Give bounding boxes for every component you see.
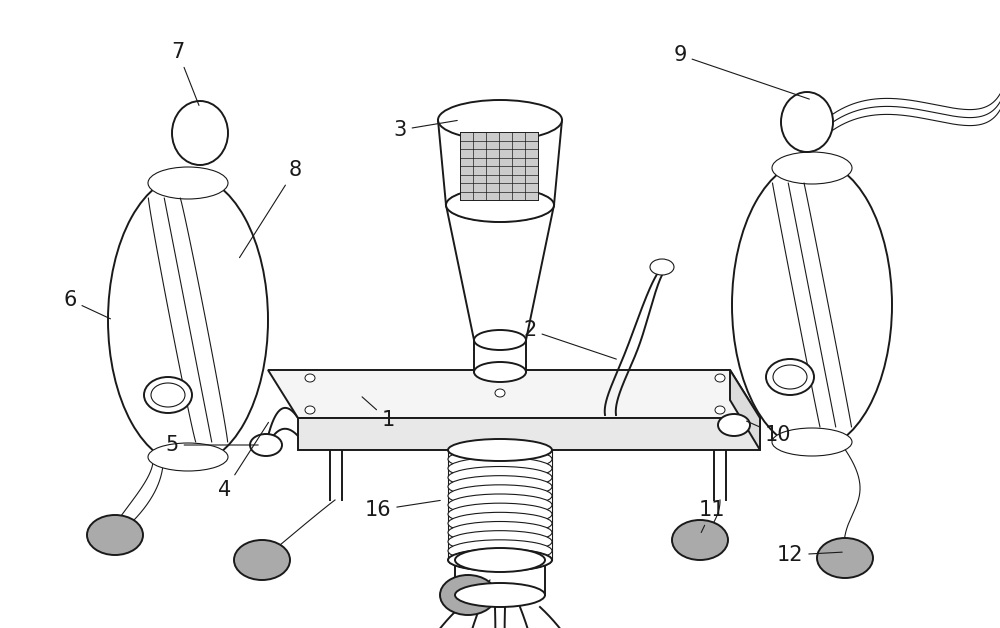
Ellipse shape (446, 188, 554, 222)
Text: 7: 7 (171, 42, 199, 106)
Text: 12: 12 (777, 545, 842, 565)
Ellipse shape (151, 383, 185, 407)
Ellipse shape (108, 175, 268, 465)
Ellipse shape (440, 575, 496, 615)
Text: 4: 4 (218, 423, 268, 500)
Ellipse shape (718, 414, 750, 436)
Text: 11: 11 (699, 500, 725, 533)
Text: 13: 13 (0, 627, 1, 628)
Ellipse shape (772, 428, 852, 456)
Text: 15: 15 (0, 627, 1, 628)
Text: 3: 3 (393, 120, 457, 140)
Ellipse shape (448, 494, 552, 516)
Polygon shape (298, 418, 760, 450)
Ellipse shape (672, 520, 728, 560)
Ellipse shape (250, 434, 282, 456)
Ellipse shape (144, 377, 192, 413)
Polygon shape (268, 370, 760, 418)
Ellipse shape (772, 152, 852, 184)
Polygon shape (446, 205, 554, 340)
Ellipse shape (448, 475, 552, 497)
Ellipse shape (766, 359, 814, 395)
Ellipse shape (474, 330, 526, 350)
Ellipse shape (715, 406, 725, 414)
Ellipse shape (438, 100, 562, 140)
Ellipse shape (817, 538, 873, 578)
Text: 16: 16 (365, 500, 440, 520)
Ellipse shape (732, 160, 892, 450)
Ellipse shape (715, 374, 725, 382)
Text: 5: 5 (165, 435, 258, 455)
Ellipse shape (495, 389, 505, 397)
Ellipse shape (474, 362, 526, 382)
Text: 9: 9 (673, 45, 809, 99)
Text: 6: 6 (63, 290, 110, 319)
Ellipse shape (305, 406, 315, 414)
Ellipse shape (448, 457, 552, 479)
Ellipse shape (148, 443, 228, 471)
Ellipse shape (305, 374, 315, 382)
Polygon shape (460, 132, 538, 200)
Ellipse shape (448, 448, 552, 470)
Ellipse shape (448, 540, 552, 562)
Ellipse shape (172, 101, 228, 165)
Ellipse shape (234, 540, 290, 580)
Text: 1: 1 (362, 397, 395, 430)
Text: 2: 2 (523, 320, 616, 359)
Text: 14: 14 (0, 627, 1, 628)
Ellipse shape (448, 467, 552, 489)
Text: 10: 10 (747, 421, 791, 445)
Ellipse shape (148, 167, 228, 199)
Ellipse shape (448, 531, 552, 553)
Ellipse shape (448, 503, 552, 525)
Ellipse shape (773, 365, 807, 389)
Ellipse shape (781, 92, 833, 152)
Ellipse shape (650, 259, 674, 275)
Polygon shape (730, 370, 760, 450)
Text: 8: 8 (239, 160, 302, 257)
Ellipse shape (455, 548, 545, 572)
Ellipse shape (448, 485, 552, 507)
Ellipse shape (87, 515, 143, 555)
Ellipse shape (448, 549, 552, 571)
Ellipse shape (455, 583, 545, 607)
Ellipse shape (448, 549, 552, 571)
Ellipse shape (448, 512, 552, 534)
Ellipse shape (446, 188, 554, 222)
Ellipse shape (448, 439, 552, 461)
Ellipse shape (448, 439, 552, 461)
Ellipse shape (448, 521, 552, 543)
